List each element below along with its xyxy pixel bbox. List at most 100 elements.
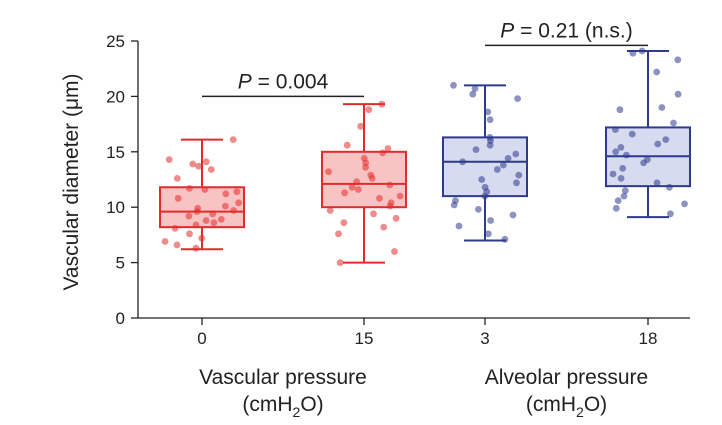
data-point (379, 149, 387, 157)
data-point (343, 141, 351, 149)
data-point (504, 155, 512, 162)
data-point (189, 160, 197, 168)
data-point (202, 158, 210, 166)
y-tick-label: 10 (106, 198, 125, 217)
y-tick-label: 20 (106, 87, 125, 106)
p-symbol: P (500, 19, 514, 42)
data-point (629, 49, 637, 57)
data-point (670, 119, 677, 127)
data-point (368, 175, 376, 182)
data-point (336, 259, 344, 266)
data-point (386, 181, 394, 189)
data-point (509, 211, 517, 219)
data-point (654, 140, 662, 148)
data-point (475, 206, 482, 213)
data-point (481, 192, 489, 200)
data-point (340, 219, 348, 227)
data-point (222, 202, 229, 210)
unit-suffix: O) (300, 393, 323, 416)
data-point (486, 116, 494, 124)
data-point (667, 210, 674, 218)
data-point (357, 122, 365, 130)
data-point (198, 234, 206, 242)
data-point (653, 179, 661, 187)
data-point (681, 200, 688, 208)
x-tick-label: 18 (639, 329, 658, 348)
annotation-layer: P = 0.004 P = 0.21 (n.s.) (202, 19, 648, 98)
data-point (478, 176, 486, 183)
data-point (396, 192, 404, 200)
data-point (365, 106, 373, 114)
y-axis-ticks-layer: 0 5 10 15 20 25 (106, 32, 138, 328)
data-point (185, 212, 193, 220)
data-point (472, 146, 480, 154)
unit-prefix: (cmH (526, 393, 576, 416)
y-tick-label: 0 (116, 309, 125, 328)
y-tick-label: 25 (106, 32, 125, 51)
data-point (210, 219, 218, 227)
data-point (378, 100, 386, 108)
data-point (165, 156, 173, 164)
data-point (616, 106, 624, 114)
y-axis-title: Vascular diameter (μm) (60, 73, 83, 290)
data-point (362, 163, 369, 171)
data-point (235, 199, 243, 207)
group-label-title: Vascular pressure (199, 366, 367, 389)
data-point (653, 68, 661, 76)
data-point (207, 166, 215, 173)
data-point (617, 144, 625, 151)
significance-label: P = 0.21 (n.s.) (500, 19, 633, 42)
group-label-title: Alveolar pressure (485, 366, 648, 389)
data-point (658, 104, 666, 111)
data-point (171, 224, 179, 232)
data-point (471, 85, 479, 92)
data-point (186, 230, 193, 238)
data-point (455, 222, 463, 230)
data-point (209, 210, 217, 218)
data-point (192, 221, 200, 229)
group-label-unit: (cmH2O) (526, 393, 607, 420)
data-point (614, 197, 622, 205)
data-point (621, 187, 629, 195)
significance-label: P = 0.004 (238, 70, 329, 93)
data-point (640, 159, 647, 167)
data-point (326, 207, 334, 214)
box-series-0 (159, 138, 245, 251)
data-point (628, 130, 636, 138)
data-point (612, 204, 620, 212)
data-point (217, 216, 225, 223)
data-point (173, 175, 181, 182)
data-point (638, 47, 646, 55)
data-point (459, 158, 466, 166)
data-point (674, 90, 682, 98)
data-point (391, 248, 398, 255)
data-point (620, 192, 628, 200)
data-point (484, 230, 492, 238)
data-point (233, 188, 241, 196)
x-tick-label: 15 (355, 329, 374, 348)
data-point (384, 145, 392, 152)
data-point (161, 238, 169, 245)
data-point (450, 81, 457, 89)
data-point (662, 136, 670, 144)
data-point (617, 175, 625, 182)
data-point (512, 150, 520, 158)
data-point (325, 168, 332, 176)
data-point (619, 165, 627, 172)
data-point (487, 217, 494, 224)
data-point (222, 190, 230, 198)
axes-layer: 0 15 3 18 (137, 41, 690, 348)
data-point (501, 235, 509, 243)
group-label-unit: (cmH2O) (242, 393, 323, 420)
data-point (195, 162, 203, 170)
data-point (612, 148, 620, 156)
data-point (486, 141, 494, 149)
data-point (484, 108, 492, 116)
data-point (230, 207, 238, 214)
data-point (623, 151, 630, 159)
data-point (186, 185, 193, 192)
data-point (354, 186, 362, 193)
data-point (370, 210, 377, 218)
data-point (450, 201, 458, 209)
